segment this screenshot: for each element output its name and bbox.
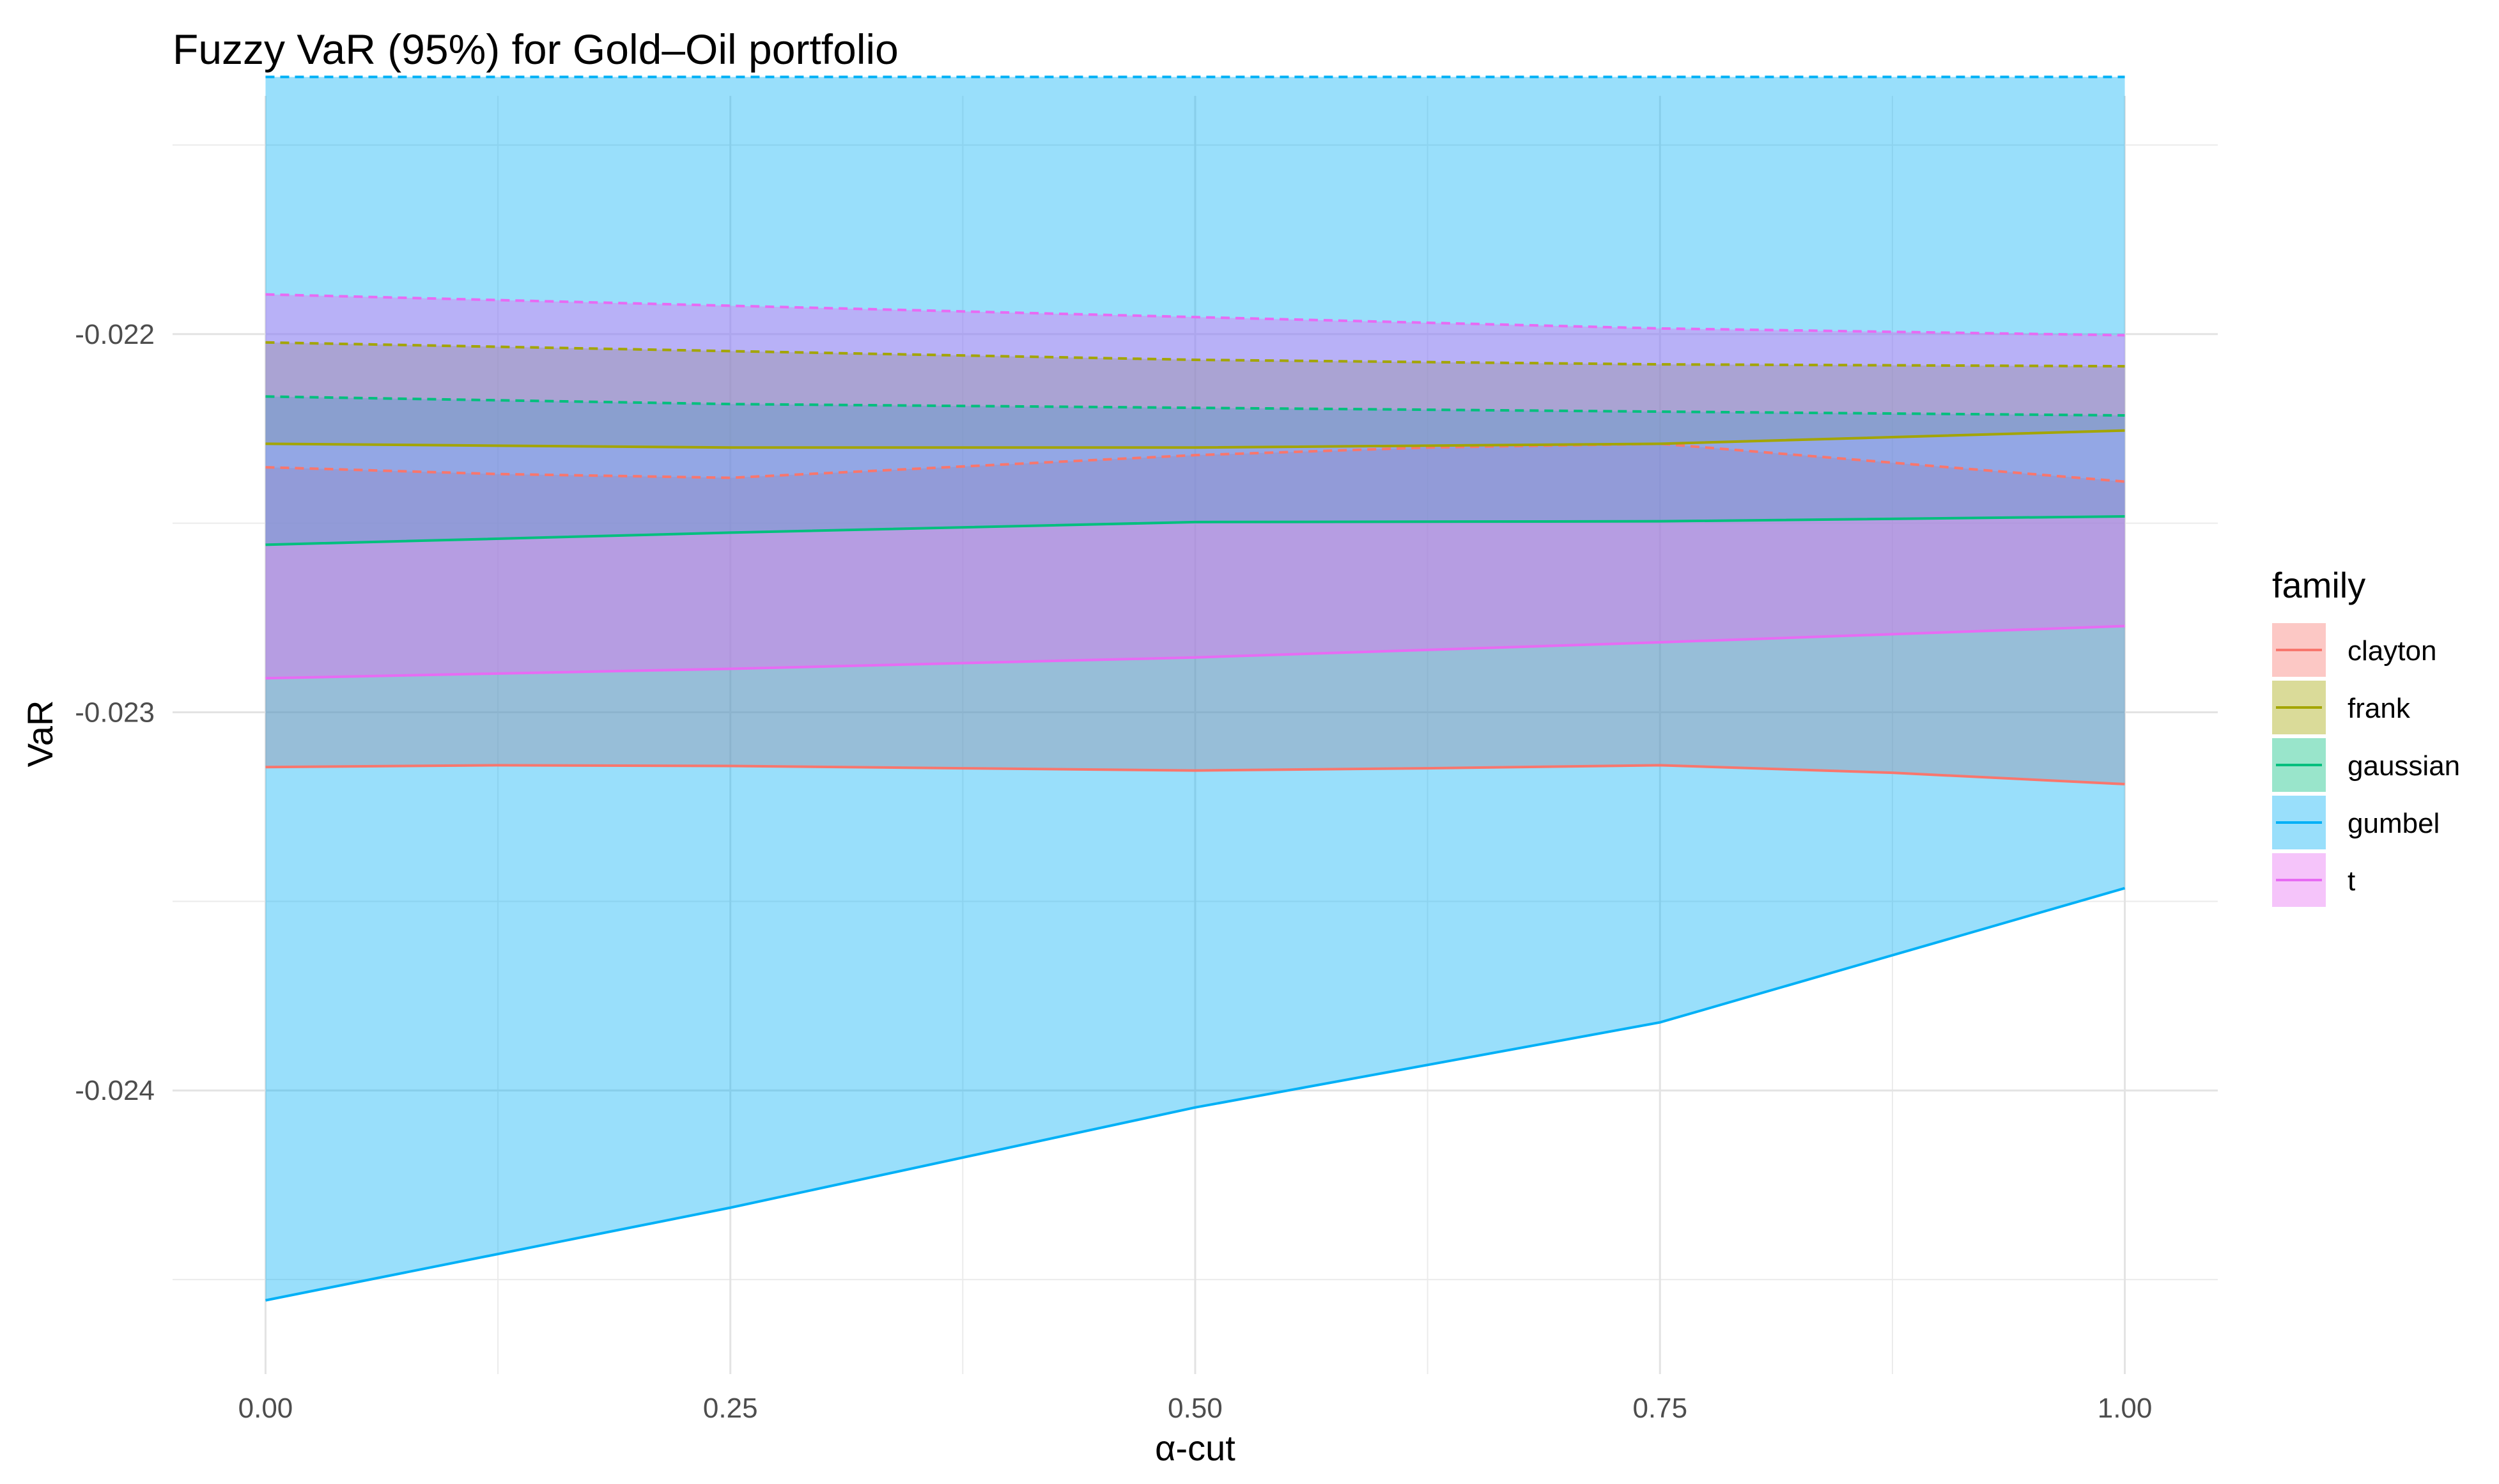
- y-axis-ticks: -0.022 -0.023 -0.024: [75, 319, 155, 1106]
- x-tick-label: 0.25: [703, 1393, 758, 1424]
- line-lower-frank: [265, 429, 2125, 449]
- legend-label-frank: frank: [2348, 693, 2411, 724]
- line-upper-clayton: [265, 442, 2125, 483]
- legend-item-gaussian: gaussian: [2272, 738, 2460, 792]
- x-tick-label: 1.00: [2098, 1393, 2153, 1424]
- y-tick-label: -0.024: [75, 1075, 155, 1106]
- x-tick-label: 0.50: [1168, 1393, 1223, 1424]
- series-lines: [265, 75, 2126, 1302]
- legend-label-clayton: clayton: [2348, 635, 2436, 667]
- x-tick-label: 0.00: [238, 1393, 293, 1424]
- line-lower-gumbel: [265, 886, 2126, 1302]
- x-tick-label: 0.75: [1632, 1393, 1687, 1424]
- ribbon-gumbel: [265, 77, 2125, 1301]
- y-axis-title: VaR: [20, 700, 60, 768]
- line-upper-frank: [265, 341, 2125, 368]
- line-upper-gaussian: [265, 395, 2125, 417]
- grid-major: [173, 96, 2218, 1374]
- line-lower-t: [265, 624, 2125, 680]
- legend-item-gumbel: gumbel: [2272, 796, 2440, 849]
- legend-item-t: t: [2272, 853, 2355, 907]
- legend-item-clayton: clayton: [2272, 623, 2436, 677]
- legend-title: family: [2272, 565, 2365, 605]
- legend-item-frank: frank: [2272, 681, 2411, 734]
- y-tick-label: -0.022: [75, 319, 155, 350]
- x-axis-ticks: 0.00 0.25 0.50 0.75 1.00: [238, 1393, 2153, 1424]
- ribbon-clayton: [265, 444, 2125, 784]
- legend-label-gumbel: gumbel: [2348, 808, 2440, 839]
- ribbon-gaussian: [265, 396, 2125, 545]
- ribbon-t: [265, 294, 2125, 679]
- chart-title: Fuzzy VaR (95%) for Gold–Oil portfolio: [173, 26, 899, 73]
- ribbons: [265, 77, 2125, 1301]
- legend: family clayton frank gaussian gumbel t: [2272, 565, 2460, 907]
- ribbon-frank: [265, 342, 2125, 448]
- legend-label-gaussian: gaussian: [2348, 750, 2460, 782]
- y-tick-label: -0.023: [75, 697, 155, 728]
- legend-items: clayton frank gaussian gumbel t: [2272, 623, 2460, 907]
- line-lower-gaussian: [265, 514, 2125, 546]
- line-upper-t: [265, 293, 2125, 337]
- legend-label-t: t: [2348, 865, 2355, 897]
- x-axis-title: α-cut: [1155, 1428, 1235, 1468]
- line-lower-clayton: [265, 764, 2125, 785]
